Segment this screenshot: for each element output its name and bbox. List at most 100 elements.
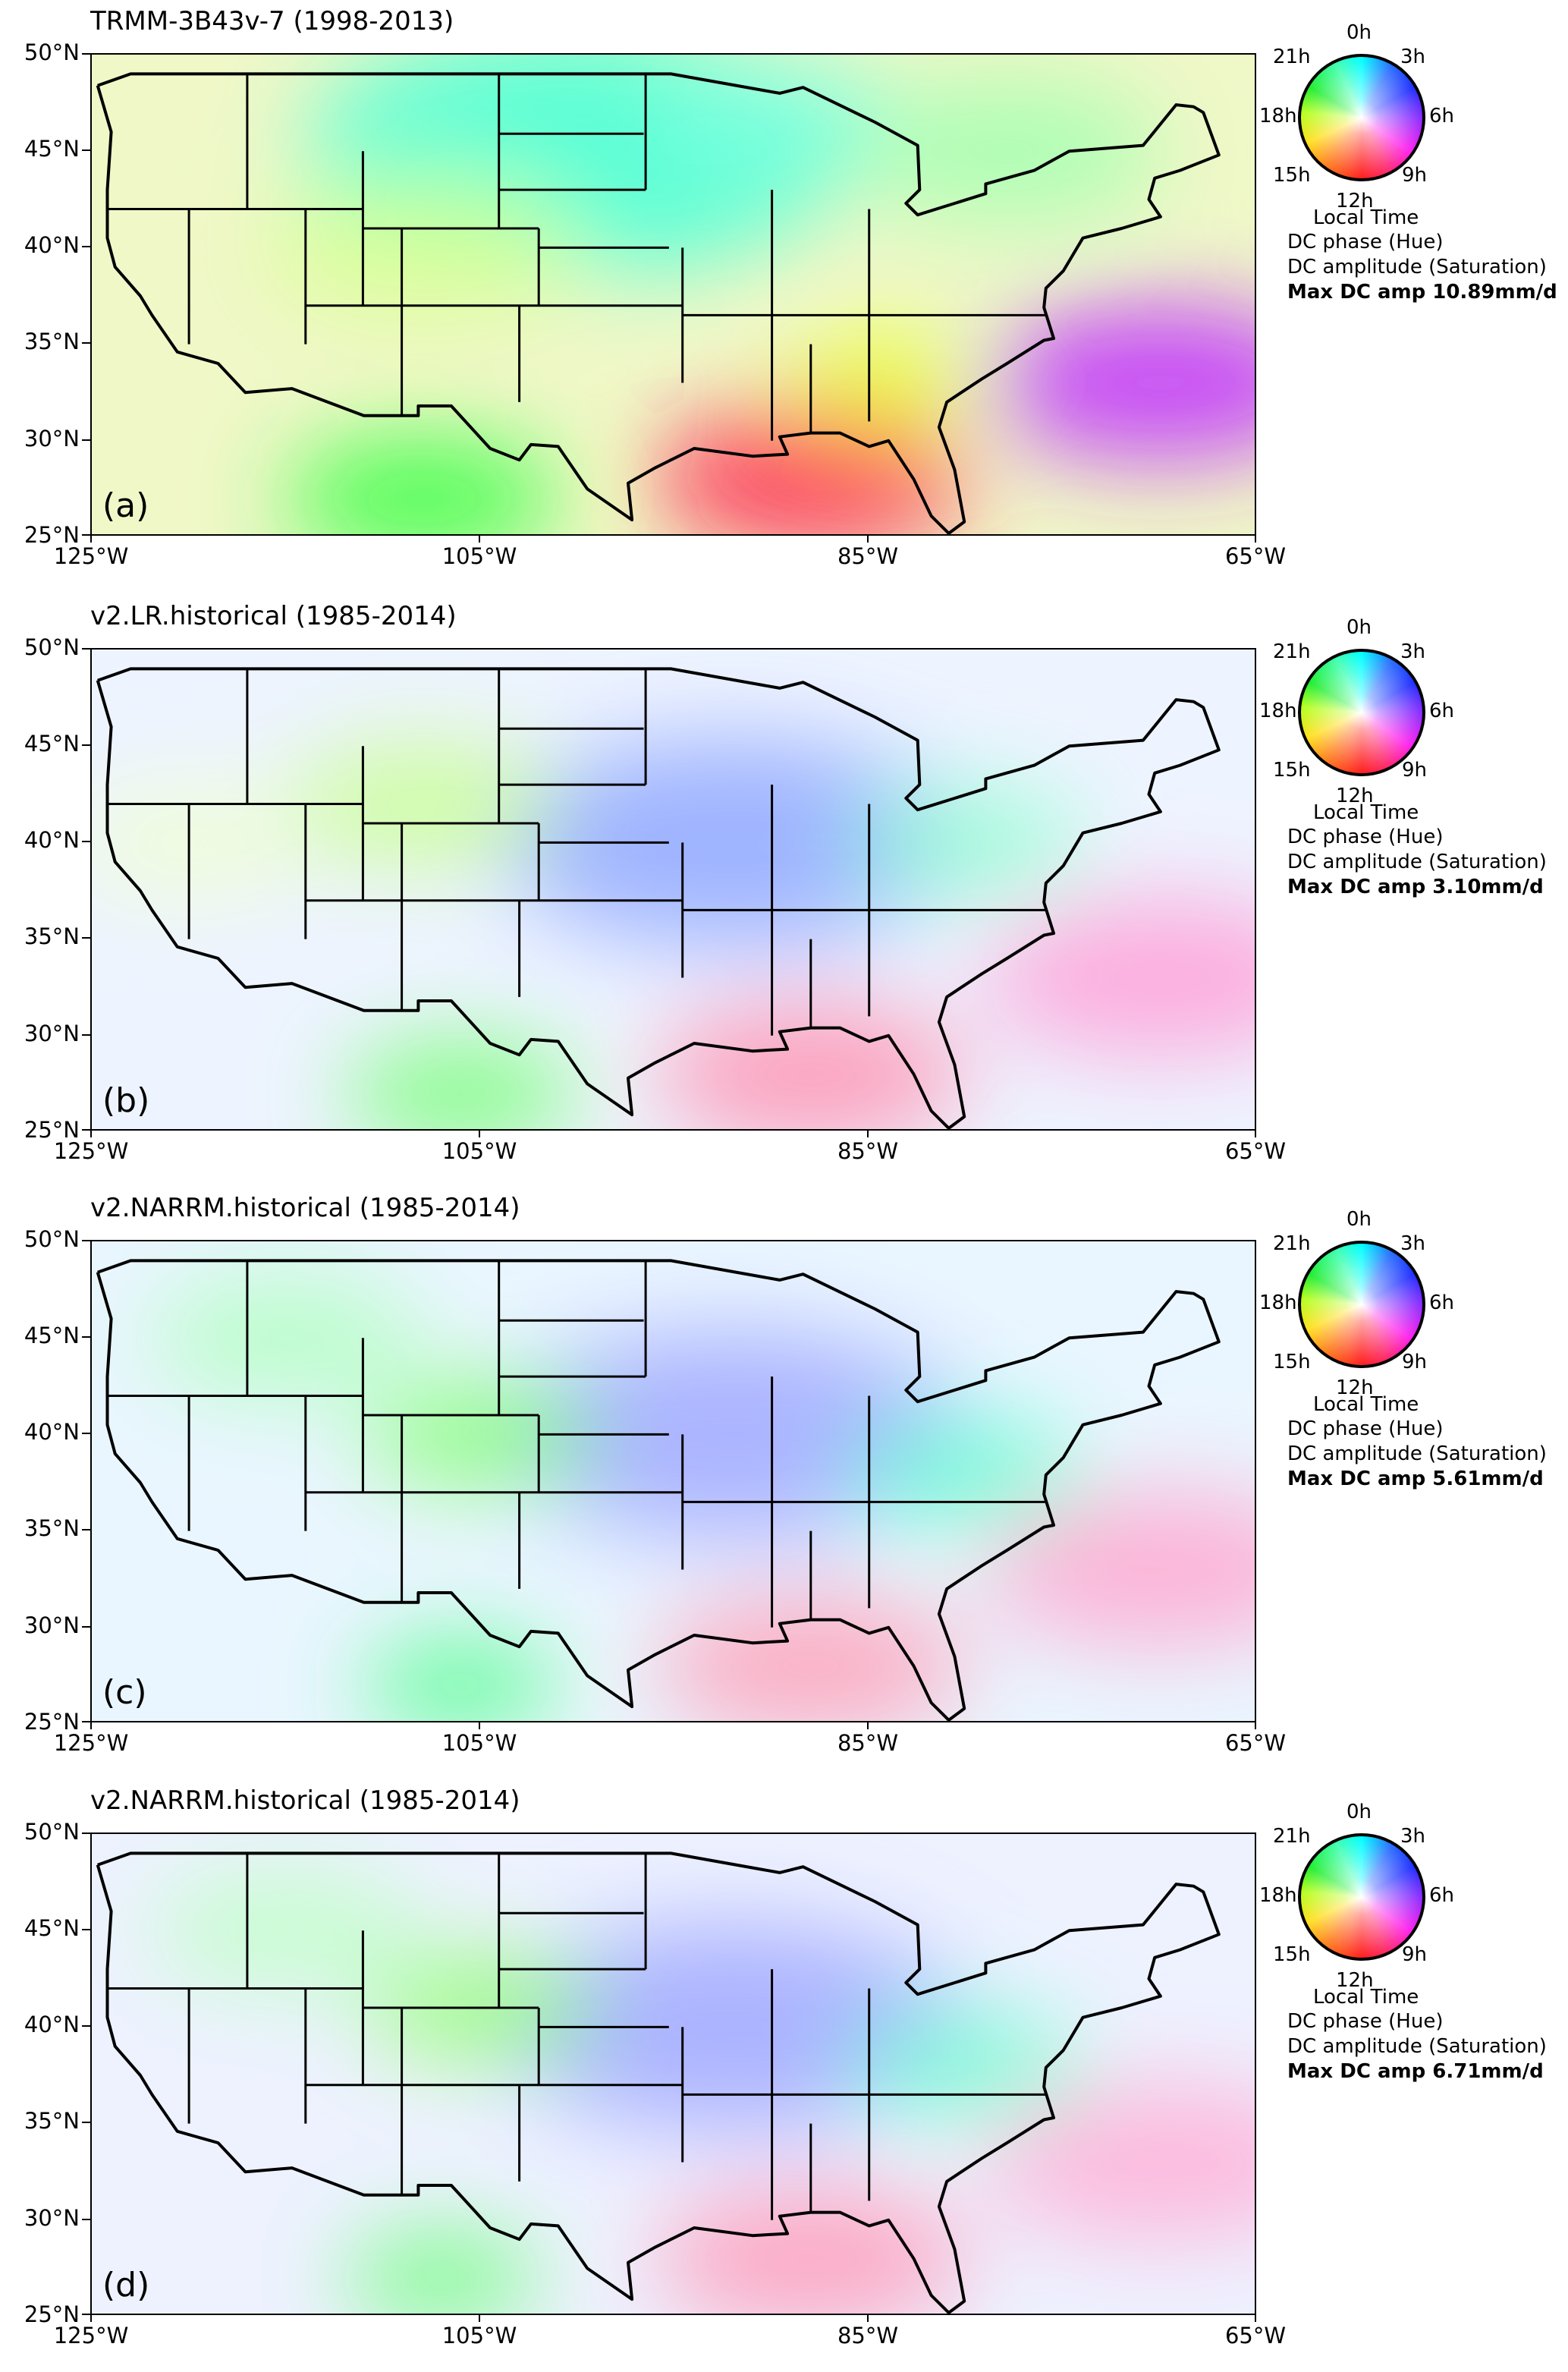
lon-tick — [1255, 1131, 1256, 1137]
us-coastline-border — [96, 72, 1221, 534]
lon-tick-label: 125°W — [53, 1730, 129, 1756]
lat-tick — [82, 53, 90, 55]
lon-tick-label: 125°W — [53, 543, 129, 569]
panel-title: v2.NARRM.historical (1985-2014) — [90, 1193, 520, 1223]
lon-tick-label: 105°W — [441, 1730, 517, 1756]
lat-tick — [82, 2314, 90, 2315]
hour-label: 3h — [1400, 640, 1426, 663]
legend-amplitude-text: DC amplitude (Saturation) — [1287, 1442, 1547, 1465]
lat-tick — [82, 1129, 90, 1131]
lat-tick — [82, 1240, 90, 1241]
panel-title: v2.NARRM.historical (1985-2014) — [90, 1785, 520, 1816]
lon-tick — [479, 2315, 480, 2322]
diurnal-cycle-field — [266, 55, 1255, 534]
map-panel: v2.LR.historical (1985-2014) 50°N 45°N 4… — [0, 595, 1568, 1188]
lat-tick — [82, 246, 90, 247]
legend-axis-label: Local Time — [1313, 801, 1419, 824]
lat-tick — [82, 149, 90, 151]
color-region — [499, 1330, 966, 1539]
hour-label: 9h — [1402, 1943, 1428, 1966]
map-plot: (d) — [90, 1832, 1256, 2315]
lat-tick-label: 35°N — [24, 2108, 80, 2134]
lat-tick — [82, 744, 90, 746]
lat-tick — [82, 1929, 90, 1930]
max-amplitude-text: Max DC amp 10.89mm/d — [1287, 281, 1557, 304]
legend-phase-text: DC phase (Hue) — [1287, 1417, 1444, 1440]
lat-tick — [82, 342, 90, 344]
lon-tick — [90, 2315, 92, 2322]
hour-label: 12h — [1336, 1376, 1374, 1399]
lat-tick-label: 25°N — [24, 1709, 80, 1735]
hour-label: 18h — [1259, 105, 1297, 127]
lat-tick — [82, 1336, 90, 1338]
panel-label: (d) — [102, 2266, 150, 2304]
hour-label: 0h — [1346, 21, 1372, 44]
hour-label: 3h — [1400, 1232, 1426, 1255]
lat-tick-label: 40°N — [24, 232, 80, 258]
lon-tick-label: 85°W — [837, 1138, 899, 1164]
legend-axis-label: Local Time — [1313, 1393, 1419, 1416]
lon-tick — [90, 1131, 92, 1137]
lat-tick — [82, 2122, 90, 2123]
color-region — [344, 2234, 539, 2314]
color-region — [655, 60, 889, 165]
hour-label: 12h — [1336, 190, 1374, 212]
lon-tick-label: 125°W — [53, 2323, 129, 2348]
hour-label: 6h — [1429, 1884, 1455, 1907]
us-coastline-border — [96, 667, 1221, 1129]
lon-tick-label: 65°W — [1224, 1730, 1287, 1756]
lon-tick — [867, 1722, 869, 1729]
lat-tick-label: 35°N — [24, 923, 80, 949]
lat-tick — [82, 1529, 90, 1530]
lat-tick-label: 40°N — [24, 827, 80, 853]
legend-amplitude-text: DC amplitude (Saturation) — [1287, 2035, 1547, 2058]
lon-tick — [479, 536, 480, 543]
color-region — [286, 743, 558, 865]
color-region — [266, 178, 578, 317]
map-plot: (b) — [90, 648, 1256, 1131]
hour-label: 0h — [1346, 1208, 1372, 1231]
legend-phase-text: DC phase (Hue) — [1287, 826, 1444, 848]
map-panel: v2.NARRM.historical (1985-2014) 50°N 45°… — [0, 1779, 1568, 2372]
map-canvas — [92, 55, 1255, 534]
hour-label: 21h — [1273, 1825, 1311, 1848]
lon-tick-label: 85°W — [837, 1730, 899, 1756]
lat-tick-label: 50°N — [24, 1226, 80, 1252]
lat-tick-label: 35°N — [24, 329, 80, 354]
hour-label: 15h — [1273, 164, 1311, 187]
color-region — [286, 438, 558, 534]
hour-label: 12h — [1336, 785, 1374, 807]
lat-tick-label: 25°N — [24, 522, 80, 548]
lat-tick — [82, 1832, 90, 1834]
panel-label: (a) — [102, 486, 149, 525]
lat-tick — [82, 1626, 90, 1628]
color-region — [985, 304, 1255, 461]
lon-tick — [1255, 2315, 1256, 2322]
color-region — [985, 899, 1255, 1056]
lat-tick — [82, 937, 90, 939]
hour-label: 15h — [1273, 1351, 1311, 1373]
phase-color-wheel — [1298, 54, 1425, 181]
color-region — [850, 790, 1083, 895]
hour-label: 12h — [1336, 1969, 1374, 1992]
map-panel: v2.NARRM.historical (1985-2014) 50°N 45°… — [0, 1187, 1568, 1779]
legend-amplitude-text: DC amplitude (Saturation) — [1287, 256, 1547, 278]
lat-tick — [82, 648, 90, 650]
color-region — [850, 1420, 1083, 1525]
lat-tick-label: 50°N — [24, 39, 80, 65]
map-canvas — [92, 650, 1255, 1129]
lon-tick-label: 105°W — [441, 543, 517, 569]
hour-label: 0h — [1346, 1801, 1372, 1823]
color-region — [149, 1277, 423, 1399]
lat-tick-label: 50°N — [24, 1819, 80, 1845]
map-plot: (c) — [90, 1240, 1256, 1722]
lat-tick-label: 40°N — [24, 2012, 80, 2037]
lat-tick-label: 35°N — [24, 1515, 80, 1541]
lat-tick-label: 40°N — [24, 1419, 80, 1445]
hour-label: 6h — [1429, 1291, 1455, 1314]
hour-label: 18h — [1259, 1884, 1297, 1907]
hour-label: 0h — [1346, 616, 1372, 639]
hour-label: 15h — [1273, 759, 1311, 782]
hour-label: 3h — [1400, 46, 1426, 68]
lat-tick — [82, 2025, 90, 2027]
